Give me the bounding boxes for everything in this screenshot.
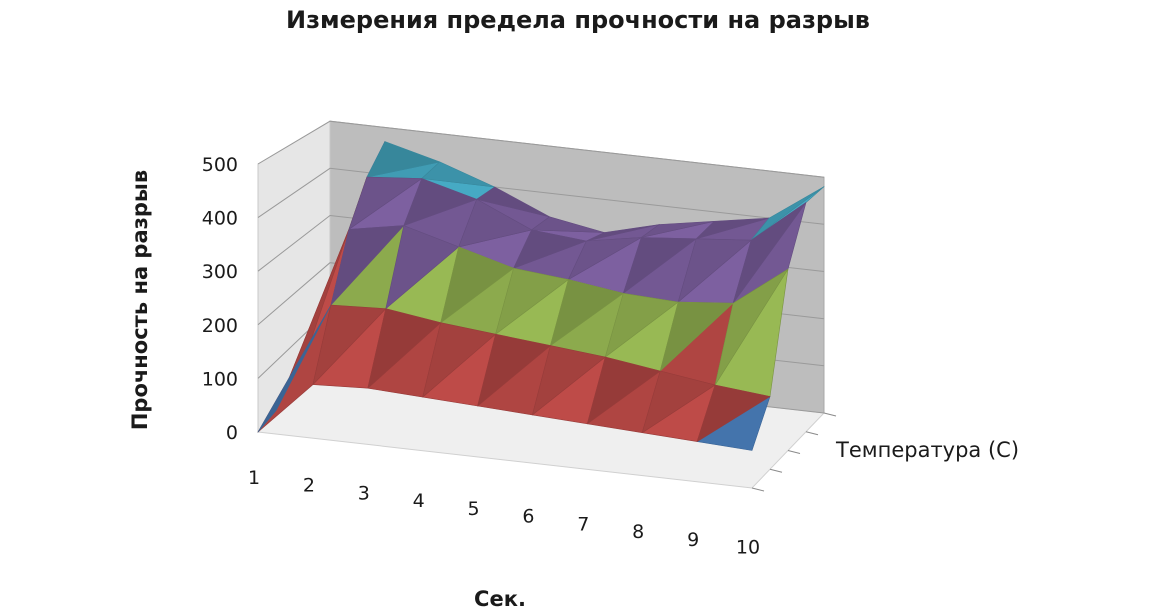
surface-facet — [330, 225, 405, 306]
surface-facet — [695, 217, 770, 240]
x-tick-label: 8 — [632, 521, 644, 543]
x-tick-label: 3 — [358, 482, 370, 504]
surface-facet — [732, 202, 807, 304]
surface-facet — [440, 246, 514, 324]
x-axis-ticks: 1 2 3 4 5 6 7 8 9 10 — [248, 412, 837, 559]
x-tick-label: 10 — [736, 537, 760, 559]
surface-facet — [714, 268, 789, 386]
y-tick-label: 300 — [202, 261, 238, 283]
surface-facet — [586, 224, 660, 242]
surface-facet — [513, 229, 587, 269]
surface-facet — [476, 186, 550, 218]
surface-facet — [659, 301, 734, 372]
surface-facet — [403, 178, 478, 226]
y-axis-ticks: 0 100 200 300 400 500 — [202, 154, 238, 444]
z-axis-label: Температура (C) — [835, 438, 1019, 462]
y-tick-label: 400 — [202, 208, 238, 230]
y-tick-label: 100 — [202, 368, 238, 390]
surface-facet — [422, 322, 496, 398]
surface-facet — [640, 221, 715, 238]
x-tick-label: 6 — [522, 506, 534, 528]
surface-facet — [586, 356, 661, 425]
surface-facet — [677, 238, 752, 303]
surface-facet — [348, 176, 423, 230]
x-tick-label: 9 — [687, 529, 699, 551]
z-tick-mark — [805, 431, 819, 436]
gridline — [257, 120, 825, 178]
x-tick-label: 7 — [577, 513, 589, 535]
surface-facet — [421, 161, 496, 188]
x-tick-label: 2 — [303, 475, 315, 497]
gridline — [257, 167, 825, 225]
z-tick-mark — [769, 468, 783, 473]
x-tick-label: 4 — [413, 490, 425, 512]
z-tick-mark — [787, 450, 801, 454]
surface-facet — [532, 345, 606, 416]
z-tick-mark — [823, 412, 837, 417]
surface-facet — [531, 216, 605, 233]
surface-facet — [641, 370, 716, 434]
surface-facet — [750, 186, 825, 241]
y-tick-label: 0 — [226, 422, 238, 444]
surface-facet — [550, 279, 624, 346]
x-tick-label: 1 — [248, 467, 260, 489]
surface-facet — [568, 237, 642, 280]
x-axis-label: Сек. — [474, 587, 526, 611]
y-axis-label: Прочность на разрыв — [128, 170, 152, 430]
surface-facet — [385, 225, 460, 310]
z-tick-mark — [751, 487, 765, 492]
surface-facet — [477, 333, 551, 407]
surface-facet — [366, 141, 441, 178]
surface-facet — [495, 267, 569, 335]
y-tick-label: 200 — [202, 315, 238, 337]
surface-facet — [257, 304, 332, 433]
surface-facet — [367, 308, 442, 389]
surface-facet — [696, 384, 771, 442]
chart-title: Измерения предела прочности на разрыв — [286, 6, 870, 34]
surface-facet — [458, 199, 532, 248]
surface-facet — [622, 237, 697, 294]
surface-facet — [604, 292, 679, 358]
x-tick-label: 5 — [468, 498, 480, 520]
surface-plot — [257, 141, 825, 451]
y-tick-label: 500 — [202, 154, 238, 176]
surface-facet — [312, 304, 387, 385]
